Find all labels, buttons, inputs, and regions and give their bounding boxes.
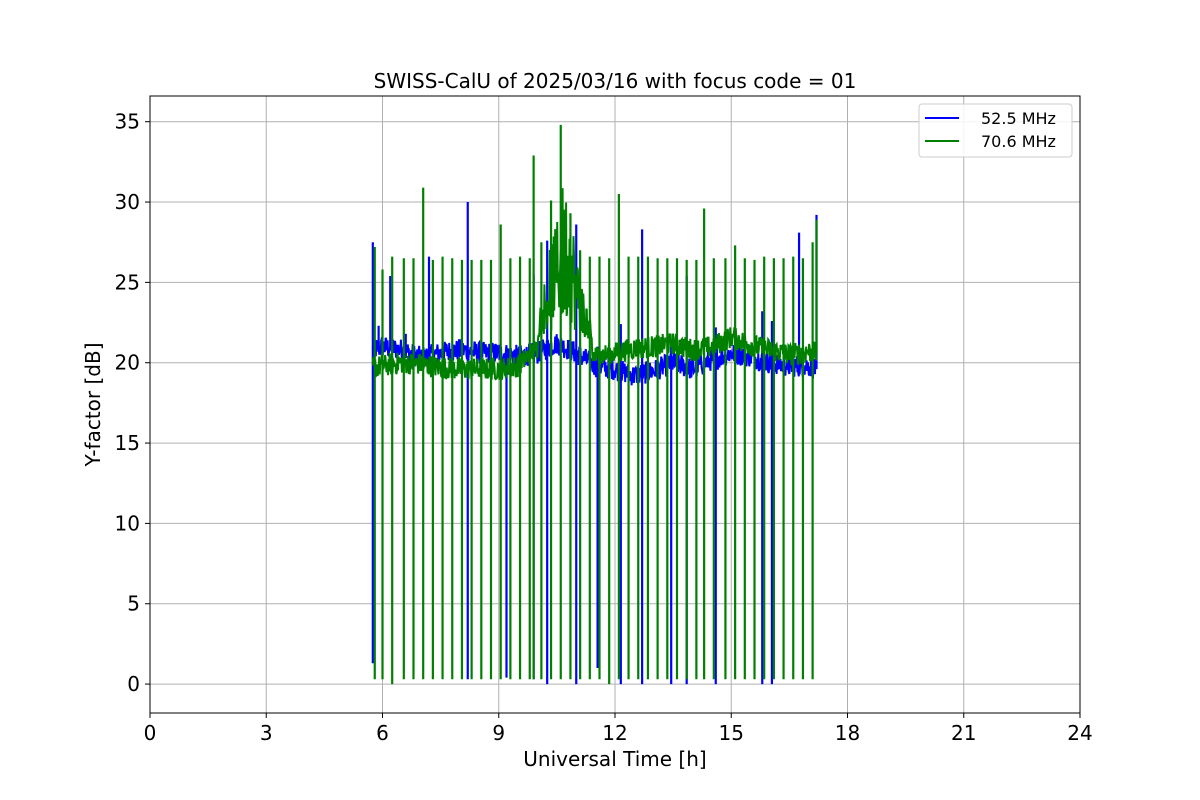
y-tick-label: 20: [115, 351, 140, 375]
axis-ticks: 0 3 6 9 12 15 18 21 24 0 5 10 15 20 25 30 35: [115, 110, 1093, 745]
x-tick-label: 0: [144, 721, 157, 745]
legend-label: 52.5 MHz: [981, 109, 1056, 128]
x-axis-label: Universal Time [h]: [523, 747, 706, 771]
x-tick-label: 21: [951, 721, 976, 745]
series-1: [371, 124, 818, 685]
series-layer: [371, 124, 818, 685]
grid-lines: [149, 96, 1081, 713]
series-baseline-line: [371, 188, 818, 381]
y-tick-label: 35: [115, 110, 140, 134]
legend-label: 70.6 MHz: [981, 132, 1056, 151]
x-tick-label: 18: [835, 721, 860, 745]
y-tick-label: 5: [127, 592, 140, 616]
chart-title: SWISS-CalU of 2025/03/16 with focus code…: [374, 69, 857, 93]
x-tick-label: 12: [602, 721, 627, 745]
y-axis-label: Y-factor [dB]: [81, 342, 105, 467]
x-tick-label: 3: [260, 721, 273, 745]
y-tick-label: 30: [115, 190, 140, 214]
y-tick-label: 15: [115, 431, 140, 455]
series-baseline-line: [371, 334, 818, 386]
legend: 52.5 MHz 70.6 MHz: [918, 103, 1073, 158]
x-tick-label: 6: [376, 721, 389, 745]
y-tick-label: 25: [115, 270, 140, 294]
y-tick-label: 10: [115, 511, 140, 535]
x-tick-label: 9: [492, 721, 505, 745]
y-tick-label: 0: [127, 672, 140, 696]
x-tick-label: 24: [1067, 721, 1092, 745]
x-tick-label: 15: [719, 721, 744, 745]
